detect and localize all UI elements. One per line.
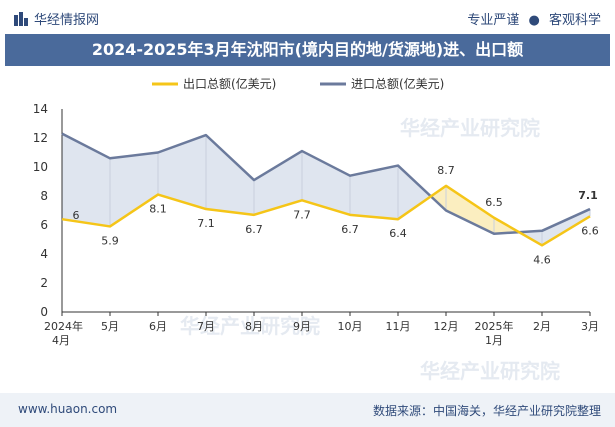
x-tick-label: 2024年 [44, 319, 83, 333]
brand: 华经情报网 [14, 9, 99, 28]
x-tick-label: 7月 [197, 320, 215, 333]
x-tick-label: 6月 [149, 320, 167, 333]
data-label-export: 7.1 [197, 217, 215, 230]
y-tick-label: 6 [40, 218, 48, 232]
x-tick-label: 9月 [293, 320, 311, 333]
x-tick-label: 5月 [101, 320, 119, 333]
series-line-import [61, 132, 591, 235]
x-tick-label: 4月 [52, 334, 70, 347]
data-label-export: 6.7 [341, 223, 359, 236]
data-label-export: 6 [73, 209, 80, 222]
gap-fill [446, 185, 494, 234]
y-tick-label: 8 [40, 189, 48, 203]
footer-site[interactable]: www.huaon.com [18, 402, 118, 416]
top-bar: 华经情报网 专业严谨 ● 客观科学 [0, 0, 615, 34]
tag-objective: 客观科学 [548, 13, 601, 28]
data-label-export: 6.4 [389, 227, 407, 240]
y-tick-label: 10 [33, 160, 48, 174]
x-tick-label: 1月 [485, 334, 503, 347]
y-tick-label: 12 [33, 131, 48, 145]
x-tick-label: 12月 [434, 320, 459, 333]
brand-name: 华经情报网 [34, 13, 100, 28]
x-tick-label: 3月 [581, 320, 599, 333]
chart-title: 2024-2025年3月年沈阳市(境内目的地/货源地)进、出口额 [5, 34, 610, 66]
legend-label-import: 进口总额(亿美元) [351, 76, 444, 91]
series-line-export [61, 184, 591, 247]
y-tick-label: 14 [33, 102, 48, 116]
legend-label-export: 出口总额(亿美元) [183, 76, 276, 91]
y-tick-label: 0 [40, 305, 48, 319]
gap-fill [430, 185, 446, 211]
data-label-export: 8.1 [149, 203, 167, 216]
data-label-export: 5.9 [101, 234, 119, 247]
gap-fill [62, 133, 110, 227]
brand-logo-icon [14, 11, 28, 26]
x-tick-label: 11月 [386, 320, 411, 333]
gap-fill [254, 151, 302, 215]
gap-fill [302, 151, 350, 215]
data-label-export: 4.6 [533, 253, 551, 266]
x-tick-label: 2025年 [475, 319, 514, 333]
data-label-export: 7.7 [293, 208, 311, 221]
x-tick-label: 10月 [338, 320, 363, 333]
gap-fill [110, 152, 158, 227]
gap-fill [206, 135, 254, 215]
footer: www.huaon.com 数据来源：中国海关，华经产业研究院整理 [0, 393, 615, 427]
footer-source: 数据来源：中国海关，华经产业研究院整理 [372, 404, 601, 418]
y-tick-label: 2 [40, 276, 48, 290]
data-label-export: 6.7 [245, 223, 263, 236]
gap-fill [158, 135, 206, 210]
data-label-export: 6.6 [581, 224, 599, 237]
gap-fill [350, 165, 398, 220]
gap-fill [398, 165, 431, 220]
tag-professional: 专业严谨 [467, 13, 520, 28]
data-label-export: 6.5 [485, 196, 503, 209]
data-label-import: 7.1 [578, 189, 598, 202]
data-label-export: 8.7 [437, 164, 455, 177]
x-tick-label: 2月 [533, 320, 551, 333]
gap-fill [542, 209, 590, 246]
y-tick-label: 4 [40, 247, 48, 261]
tag-separator: ● [528, 13, 540, 28]
x-tick-label: 8月 [245, 320, 263, 333]
header-tags: 专业严谨 ● 客观科学 [467, 9, 601, 28]
